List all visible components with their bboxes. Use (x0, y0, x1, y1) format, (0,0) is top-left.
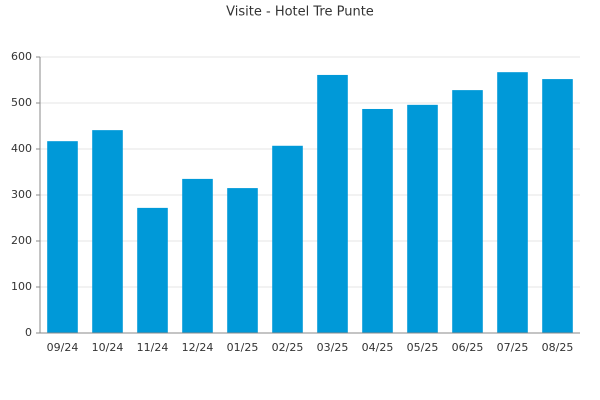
y-tick-label: 0 (25, 326, 32, 339)
x-tick-label: 09/24 (47, 341, 79, 354)
x-tick-label: 06/25 (452, 341, 484, 354)
bar (47, 141, 78, 333)
bar (542, 79, 573, 333)
x-tick-label: 12/24 (182, 341, 214, 354)
bar (362, 108, 393, 333)
y-tick-label: 200 (11, 234, 32, 247)
bar (317, 74, 348, 333)
bar (272, 145, 303, 333)
bar (497, 72, 528, 334)
y-tick-label: 500 (11, 96, 32, 109)
x-tick-label: 08/25 (542, 341, 574, 354)
chart-title: Visite - Hotel Tre Punte (226, 5, 374, 20)
x-tick-label: 07/25 (497, 341, 529, 354)
x-tick-label: 11/24 (137, 341, 169, 354)
x-tick-label: 10/24 (92, 341, 124, 354)
y-tick-label: 300 (11, 188, 32, 201)
bar (452, 90, 483, 334)
x-tick-label: 02/25 (272, 341, 304, 354)
y-tick-label: 100 (11, 280, 32, 293)
y-tick-label: 400 (11, 142, 32, 155)
bar (407, 104, 438, 333)
bar (92, 130, 123, 333)
x-tick-label: 03/25 (317, 341, 349, 354)
x-tick-label: 05/25 (407, 341, 439, 354)
bar (182, 178, 213, 333)
bar (227, 188, 258, 333)
bar (137, 207, 168, 333)
x-tick-label: 04/25 (362, 341, 394, 354)
y-tick-label: 600 (11, 50, 32, 63)
x-tick-label: 01/25 (227, 341, 259, 354)
